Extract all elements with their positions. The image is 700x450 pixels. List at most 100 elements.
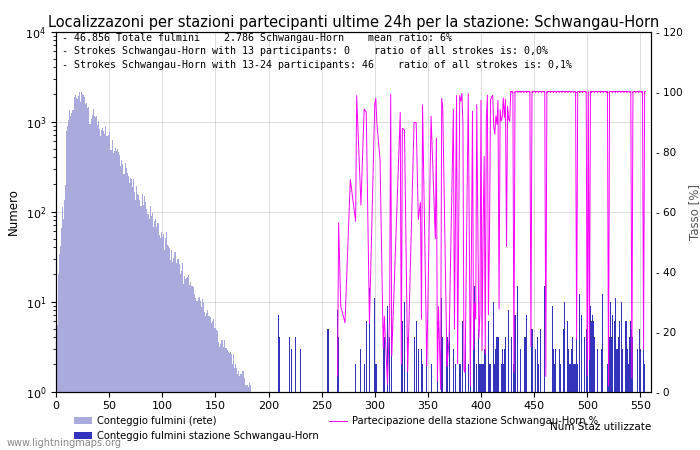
- Bar: [476, 364, 477, 450]
- Bar: [613, 392, 615, 450]
- Bar: [510, 392, 511, 450]
- Line: Partecipazione della stazione Schwangau-Horn %: Partecipazione della stazione Schwangau-…: [337, 91, 645, 390]
- Bar: [323, 392, 324, 450]
- Bar: [549, 392, 550, 450]
- Bar: [386, 392, 387, 450]
- Bar: [475, 392, 476, 450]
- Bar: [406, 392, 407, 450]
- Bar: [632, 392, 634, 450]
- Bar: [312, 392, 313, 450]
- Bar: [289, 392, 290, 450]
- Bar: [550, 392, 551, 450]
- Bar: [402, 392, 403, 450]
- Bar: [515, 392, 517, 450]
- Bar: [424, 392, 425, 450]
- Bar: [586, 328, 587, 450]
- Bar: [542, 392, 543, 450]
- Bar: [385, 392, 386, 450]
- Bar: [590, 392, 591, 450]
- Bar: [338, 392, 339, 450]
- Bar: [555, 349, 556, 450]
- Bar: [637, 349, 638, 450]
- Bar: [638, 392, 639, 450]
- Bar: [273, 392, 274, 450]
- Partecipazione della stazione Schwangau-Horn %: [456, 98, 465, 104]
- Bar: [629, 338, 630, 450]
- Bar: [240, 374, 241, 450]
- Bar: [291, 392, 293, 450]
- Bar: [541, 392, 542, 450]
- Bar: [383, 338, 384, 450]
- Bar: [634, 392, 636, 450]
- Bar: [110, 150, 111, 450]
- Partecipazione della stazione Schwangau-Horn %: [577, 89, 585, 94]
- Bar: [568, 364, 570, 450]
- Bar: [96, 116, 97, 450]
- Bar: [470, 392, 471, 450]
- Y-axis label: Numero: Numero: [7, 188, 20, 235]
- Bar: [591, 392, 592, 450]
- Bar: [215, 328, 216, 450]
- Bar: [547, 392, 549, 450]
- Bar: [522, 392, 523, 450]
- Bar: [473, 315, 474, 450]
- Bar: [469, 392, 470, 450]
- Bar: [503, 392, 504, 450]
- Bar: [590, 306, 591, 450]
- Bar: [592, 392, 593, 450]
- Bar: [154, 221, 155, 450]
- Bar: [287, 392, 288, 450]
- Bar: [473, 392, 474, 450]
- Bar: [206, 314, 207, 450]
- Bar: [300, 349, 301, 450]
- Bar: [205, 316, 206, 450]
- Bar: [601, 294, 603, 450]
- Bar: [280, 392, 281, 450]
- Bar: [377, 392, 379, 450]
- Bar: [152, 213, 153, 450]
- Bar: [575, 392, 576, 450]
- Bar: [190, 282, 192, 450]
- Bar: [282, 392, 283, 450]
- Bar: [298, 392, 299, 450]
- Bar: [489, 364, 490, 450]
- Bar: [70, 117, 71, 450]
- Bar: [90, 119, 92, 450]
- Bar: [427, 392, 428, 450]
- Bar: [375, 364, 377, 450]
- Bar: [216, 330, 217, 450]
- Bar: [619, 392, 620, 450]
- Bar: [120, 166, 121, 450]
- Bar: [484, 392, 486, 450]
- Bar: [83, 95, 84, 450]
- Bar: [553, 349, 554, 450]
- Bar: [404, 392, 405, 450]
- Bar: [537, 392, 538, 450]
- Bar: [551, 392, 552, 450]
- Bar: [437, 321, 438, 450]
- Bar: [496, 338, 498, 450]
- Bar: [400, 392, 401, 450]
- Bar: [283, 392, 284, 450]
- Bar: [436, 392, 437, 450]
- Bar: [426, 392, 427, 450]
- Bar: [371, 392, 372, 450]
- Bar: [264, 392, 265, 450]
- Bar: [437, 392, 438, 450]
- Bar: [638, 392, 639, 450]
- Bar: [492, 392, 493, 450]
- Bar: [603, 392, 605, 450]
- Bar: [529, 392, 531, 450]
- Bar: [505, 392, 506, 450]
- Bar: [643, 349, 644, 450]
- Bar: [438, 392, 439, 450]
- Bar: [517, 392, 518, 450]
- Bar: [608, 364, 609, 450]
- Bar: [552, 392, 553, 450]
- Bar: [99, 129, 100, 450]
- Bar: [524, 338, 525, 450]
- Bar: [606, 392, 607, 450]
- Bar: [62, 207, 63, 450]
- Bar: [605, 392, 606, 450]
- Bar: [129, 183, 130, 450]
